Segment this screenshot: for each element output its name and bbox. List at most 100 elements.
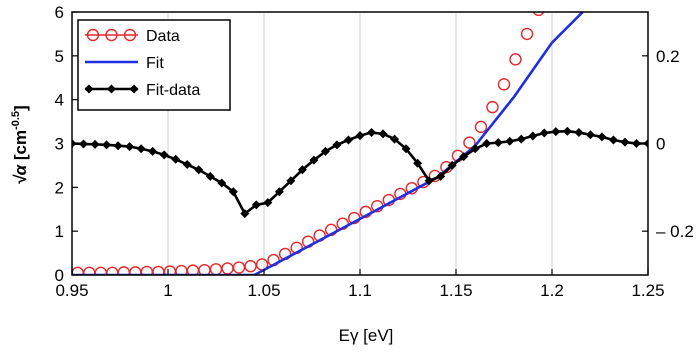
fit-data-point [309,155,319,165]
fit-data-point [332,140,342,150]
fit-data-point [136,144,146,154]
fit-data-point [378,129,388,139]
fit-data-point [401,144,411,154]
data-point [232,261,246,274]
y-left-tick-label: 0 [55,266,64,285]
legend-marker [123,28,137,42]
data-point [152,265,165,275]
fit-data-point [217,178,227,188]
x-axis-label: Eγ [eV] [339,326,394,345]
fit-data-point [470,144,480,154]
data-point [497,78,511,91]
series-layer [72,12,648,275]
data-point [463,136,476,149]
x-axis-label-unit: [eV] [358,326,393,345]
data-point [140,265,154,275]
legend-item-fit-data: Fit-data [84,82,200,99]
fit-data-point [286,176,296,186]
fit-data-point [413,158,423,168]
fit-data-point [343,135,353,145]
fit-data-point [113,141,123,151]
fit-data-point [367,128,377,138]
x-axis-label-main: E [339,326,350,345]
fit-data-point [539,128,549,138]
fit-data-point [482,139,492,148]
data-point [509,53,522,66]
legend: Data Fit Fit-data [77,19,231,111]
y-right-tick-label: 0 [656,135,665,154]
fit-data-point [228,187,238,197]
y-left-tick-label: 5 [55,47,64,66]
fit-data-point [148,146,158,156]
fit-data-point [424,176,434,186]
fit-data-point [505,136,515,146]
data-point [117,266,131,275]
y-left-tick-label: 3 [55,135,64,154]
data-point [106,266,119,275]
y-axis-label-main: √α [11,163,30,184]
fit-data-point [159,150,169,160]
fit-data-point [355,131,365,141]
legend-items: Data Fit Fit-data [84,28,200,99]
data-point [72,266,84,275]
legend-label: Fit [146,55,164,72]
x-tick-label: 1.05 [247,281,280,300]
fit-data-point [194,165,204,175]
y-axis-label: √α [cm-0.5] [10,105,30,184]
legend-label: Data [146,28,180,45]
data-point [244,260,257,273]
fit-data-point [574,128,584,138]
y-axis-label-exp: -0.5 [10,111,22,130]
legend-marker [129,84,139,94]
legend-label: Fit-data [146,82,200,99]
legend-marker [105,28,118,42]
fit-data-point [125,142,135,152]
y-left-tick-label: 4 [55,91,64,110]
fit-data-point [320,146,330,156]
fit-data-point [390,134,400,144]
fit-data-point [205,171,215,181]
axis-layer: 0.95 1 1.05 1.1 1.15 1.2 1.25 0 1 2 3 4 5 6 0.2 0 – 0.2 [55,3,694,300]
y-left-tick-label: 1 [55,222,64,241]
fit-data-point [562,126,572,136]
fit-data-point [171,154,181,164]
fit-data-point [551,127,561,137]
fit-data-point [297,165,307,175]
legend-marker [86,28,100,42]
legend-marker [84,84,94,94]
y-right-tick-label: – 0.2 [656,222,694,241]
fit-data-point [79,139,89,149]
fit-data-point [90,139,100,149]
legend-item-data: Data [85,28,180,45]
fit-data-point [516,134,526,144]
fit-data-point [102,140,112,150]
fit-data-point [608,135,618,145]
data-point [221,262,234,275]
legend-item-fit: Fit [85,55,164,72]
data-point [532,12,545,17]
series-fit-data [72,126,648,219]
y-left-tick-label: 2 [55,178,64,197]
fit-data-point [251,200,261,210]
data-point [209,263,223,275]
data-point [83,266,96,275]
fit-data-point [585,130,595,140]
y-left-tick-label: 6 [55,3,64,22]
data-point [486,100,499,114]
fit-data-point [459,152,469,162]
data-point [94,266,107,275]
fit-data-point [631,139,641,148]
fit-data-point [493,138,503,148]
fit-data-point [436,171,446,181]
legend-marker [107,84,116,94]
x-tick-label: 1 [163,281,172,300]
fit-data-point [620,137,630,147]
y-axis-label-unit: [cm [11,130,30,165]
x-tick-label: 0.95 [55,281,88,300]
fit-data-point [274,187,284,197]
x-axis-label-gamma: γ [350,326,359,345]
fit-data-point [263,198,273,208]
grid-lines [167,12,553,275]
fit-data-point [528,131,538,141]
